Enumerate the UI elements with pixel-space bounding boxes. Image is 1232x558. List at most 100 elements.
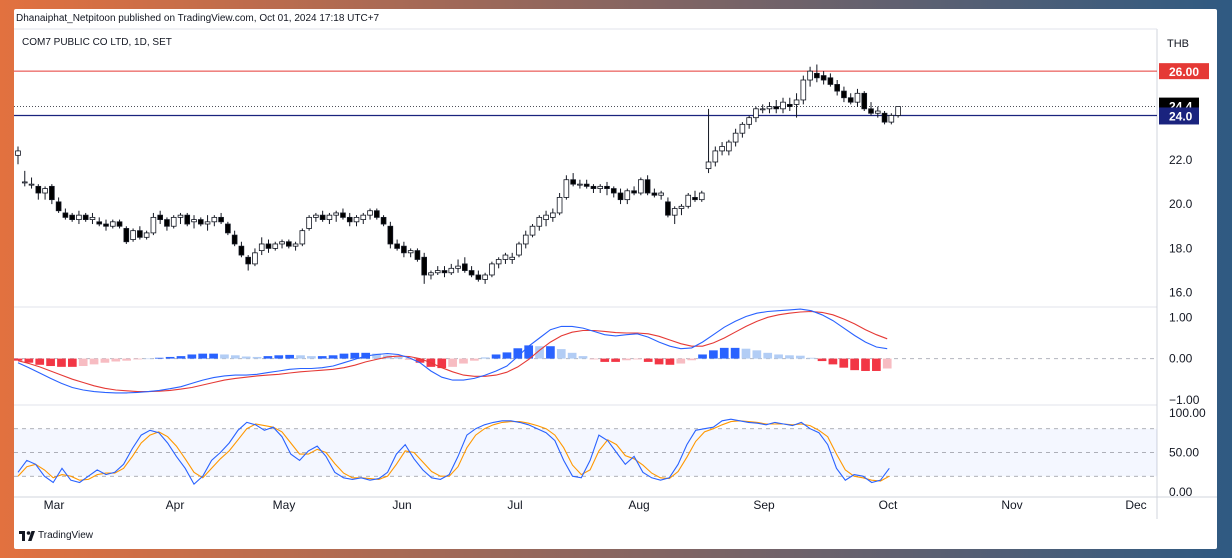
candle-body [116,221,123,227]
candle-body [89,216,96,220]
candle-body [766,106,773,110]
month-label: Jul [507,498,522,512]
candle-body [272,243,279,249]
macd-histogram-bar [35,358,45,365]
macd-histogram-bar [46,358,55,367]
macd-histogram-bar [241,356,251,359]
candle-body [421,256,427,276]
macd-histogram-bar [154,357,164,359]
price-tick-label: 16.0 [1169,286,1193,300]
candle-body [726,141,732,152]
macd-histogram-bar [882,358,892,369]
macd-histogram-bar [698,354,707,359]
macd-histogram-bar [556,349,566,359]
candle-body [786,103,793,108]
candle-body [157,214,163,220]
candle-body [360,214,367,220]
candle-body [21,181,28,184]
candle-body [441,270,448,274]
macd-histogram-bar [285,354,294,359]
macd-histogram-bar [806,357,816,359]
macd-histogram-bar [220,354,229,359]
month-label: Sep [753,498,775,512]
macd-histogram-bar [328,355,338,359]
publish-info: Dhanaiphat_Netpitoon published on Tradin… [16,13,380,24]
macd-histogram-bar [589,358,599,360]
macd-histogram-bar [14,358,23,361]
candle-body [333,212,339,216]
candle-body [685,194,692,207]
candle-body [184,214,191,225]
candle-body [529,225,536,236]
candle-body [218,216,224,223]
macd-tick-label: 0.00 [1169,352,1193,366]
candle-body [353,216,360,223]
macd-histogram-bar [24,358,34,363]
macd-histogram-bar [763,352,773,359]
macd-histogram-bar [176,356,186,359]
symbol-title: COM7 PUBLIC CO LTD, 1D, SET [22,37,172,48]
tradingview-logo-icon [19,530,35,541]
candle-body [468,270,475,276]
candle-body [285,241,292,247]
month-label: Apr [166,498,185,512]
macd-histogram-bar [187,354,197,359]
candle-body [76,214,82,220]
month-label: Aug [628,498,649,512]
candle-body [658,192,664,196]
candle-body [556,197,563,214]
macd-histogram-bar [252,356,262,359]
candle-body [150,216,157,234]
macd-histogram-bar [263,356,273,359]
macd-histogram-bar [774,354,783,359]
candle-body [414,250,421,260]
macd-histogram-bar [622,358,631,361]
candle-body [387,225,394,245]
macd-histogram-bar [665,358,675,365]
macd-tick-label: 1.00 [1169,310,1193,324]
candle-body [868,108,874,114]
macd-histogram-bar [578,356,588,359]
macd-histogram-bar [752,350,762,359]
macd-histogram-bar [480,357,490,359]
candle-body [170,216,177,227]
candle-body [671,208,678,216]
candle-body [130,230,136,240]
macd-histogram-bar [513,348,523,359]
macd-histogram-bar [198,353,208,359]
candle-body [536,216,543,227]
candle-body [597,185,604,189]
candle-body [631,190,637,194]
candle-body [800,79,807,101]
candle-body [678,205,685,209]
macd-histogram-bar [502,352,512,359]
macd-histogram-bar [274,355,284,359]
candle-body [888,115,895,123]
macd-histogram-bar [709,350,718,359]
candle-body [753,108,759,119]
macd-histogram-bar [437,358,447,369]
candle-body [49,185,55,201]
candle-body [583,183,590,187]
candle-body [475,274,482,280]
candle-body [522,234,529,245]
candle-body [665,201,671,216]
candle-body [28,183,35,186]
candle-body [746,117,752,125]
candle-body [773,106,780,110]
candle-body [137,230,143,238]
candle-body [563,179,570,198]
macd-histogram-bar [111,358,121,362]
macd-signal-line [17,310,888,393]
macd-histogram-bar [643,358,653,362]
candle-body [814,72,820,79]
candle-body [225,223,231,234]
month-label: Jun [392,498,411,512]
candle-body [570,179,576,185]
chart-canvas[interactable]: 16.018.020.022.026.0024.424.01.000.00−1.… [14,9,1217,549]
candle-body [793,99,800,105]
candle-body [651,192,658,196]
candle-body [448,267,455,274]
candle-body [550,212,556,218]
macd-histogram-bar [317,356,327,359]
